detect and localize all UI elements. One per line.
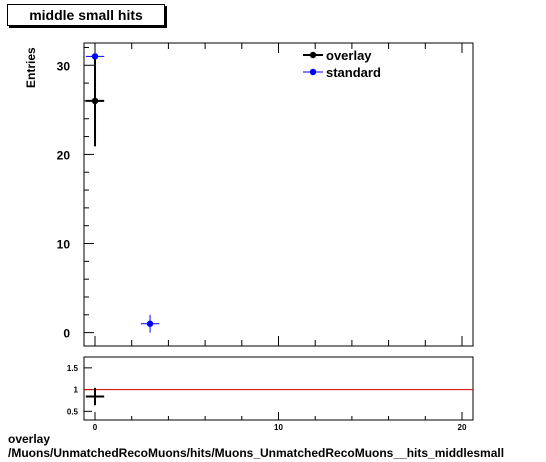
standard-point xyxy=(85,53,105,60)
legend-entry-standard: standard xyxy=(303,65,381,80)
y-tick-label: 20 xyxy=(57,148,71,162)
legend-label: overlay xyxy=(326,48,372,63)
ratio-plot-frame xyxy=(83,356,474,421)
overlay-point-marker xyxy=(91,97,99,105)
y-tick-label: 0 xyxy=(63,327,70,341)
standard-point-marker xyxy=(91,53,99,60)
y-tick-label: 10 xyxy=(57,238,71,252)
y-axis-label: Entries xyxy=(24,47,38,88)
footer-line-2: /Muons/UnmatchedRecoMuons/hits/Muons_Unm… xyxy=(8,446,505,460)
overlay-point xyxy=(85,55,105,147)
standard-point xyxy=(140,314,160,333)
ratio-y-tick-label: 1.5 xyxy=(67,364,79,373)
legend-marker xyxy=(309,68,317,76)
ratio-x-tick-label: 0 xyxy=(93,423,98,432)
ratio-y-tick-label: 0.5 xyxy=(67,407,79,416)
legend-label: standard xyxy=(326,65,381,80)
standard-point-marker xyxy=(146,320,154,327)
ratio-y-tick-label: 1 xyxy=(74,386,79,395)
y-tick-label: 30 xyxy=(57,59,71,73)
legend-entry-overlay: overlay xyxy=(303,48,372,63)
chart-title: middle small hits xyxy=(7,4,165,26)
footer-line-1: overlay xyxy=(8,432,51,446)
ratio-point xyxy=(85,387,105,406)
main-plot-frame xyxy=(83,42,474,347)
legend-marker xyxy=(309,51,317,59)
ratio-x-tick-label: 20 xyxy=(458,423,467,432)
ratio-x-tick-label: 10 xyxy=(274,423,283,432)
